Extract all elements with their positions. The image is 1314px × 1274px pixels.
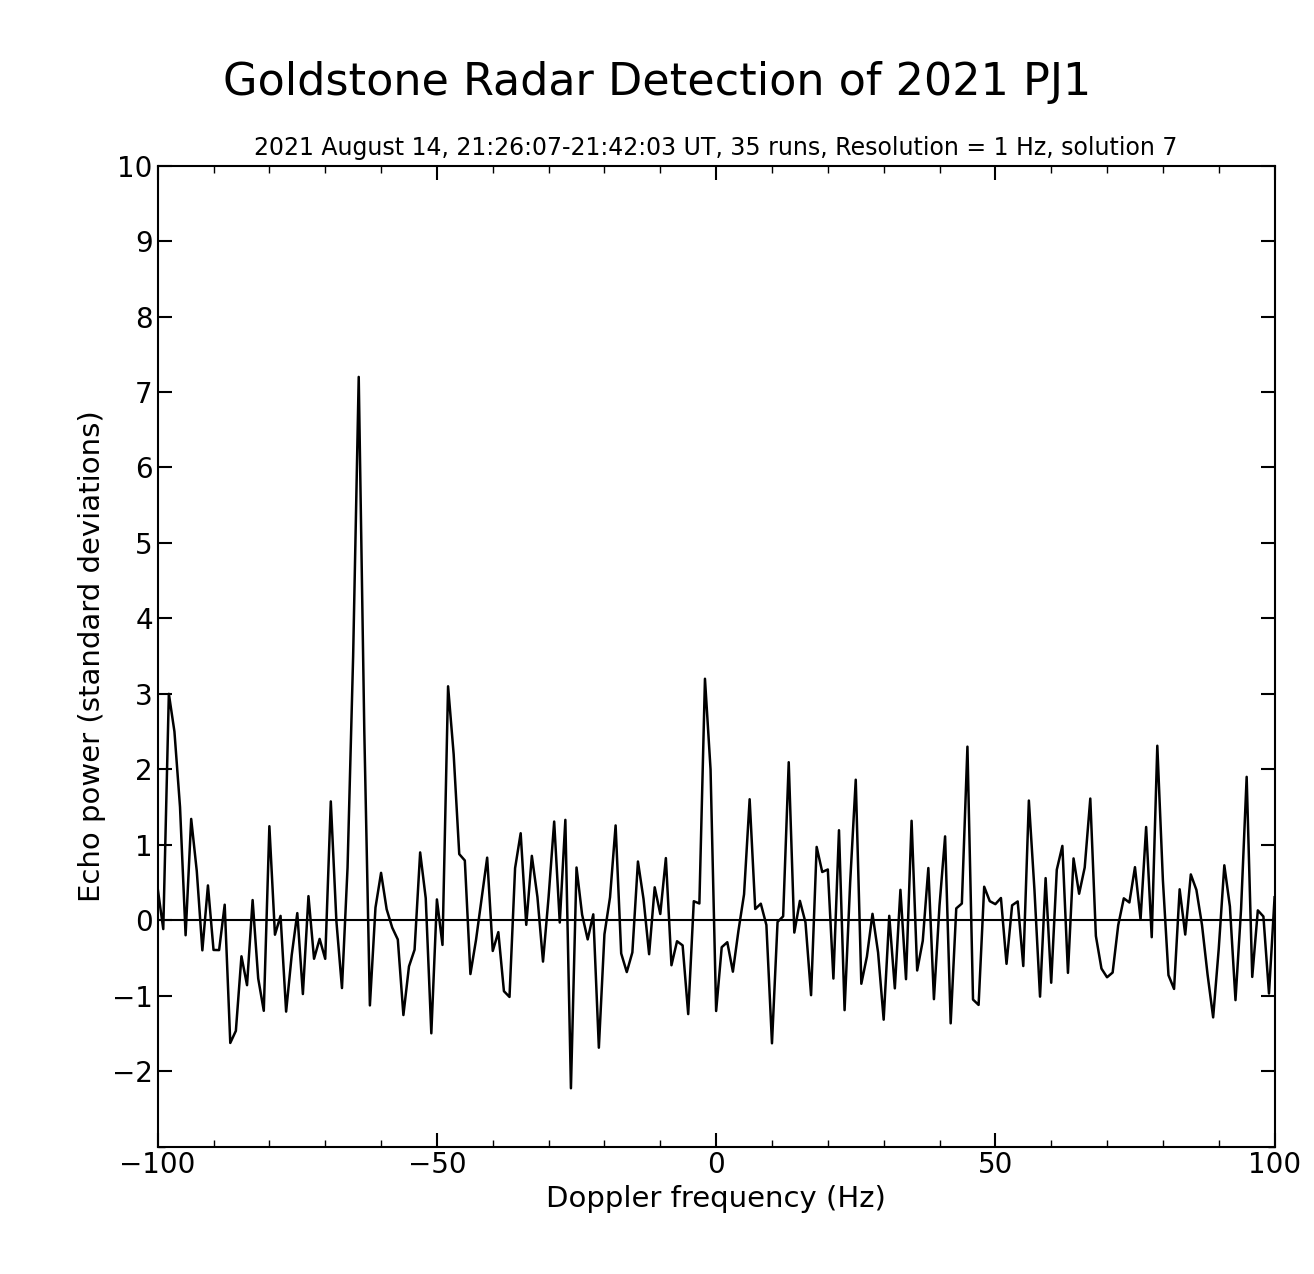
X-axis label: Doppler frequency (Hz): Doppler frequency (Hz) xyxy=(547,1185,886,1213)
Title: 2021 August 14, 21:26:07-21:42:03 UT, 35 runs, Resolution = 1 Hz, solution 7: 2021 August 14, 21:26:07-21:42:03 UT, 35… xyxy=(255,135,1177,159)
Text: Goldstone Radar Detection of 2021 PJ1: Goldstone Radar Detection of 2021 PJ1 xyxy=(223,61,1091,104)
Y-axis label: Echo power (standard deviations): Echo power (standard deviations) xyxy=(79,410,106,902)
